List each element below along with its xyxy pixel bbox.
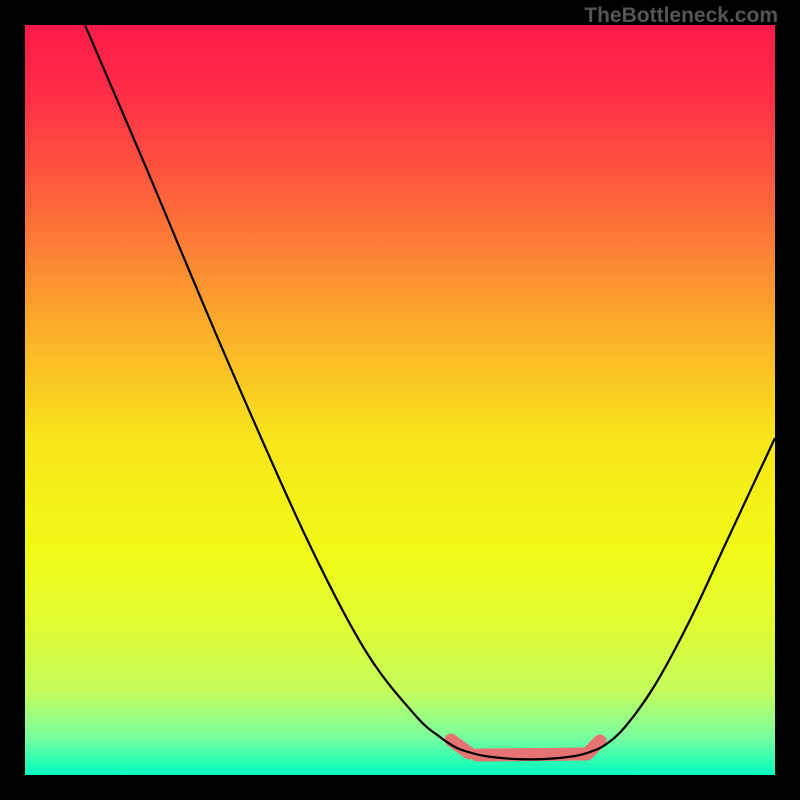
plot-area [25,25,775,775]
bottleneck-curve [25,25,775,775]
watermark-text: TheBottleneck.com [584,4,778,28]
